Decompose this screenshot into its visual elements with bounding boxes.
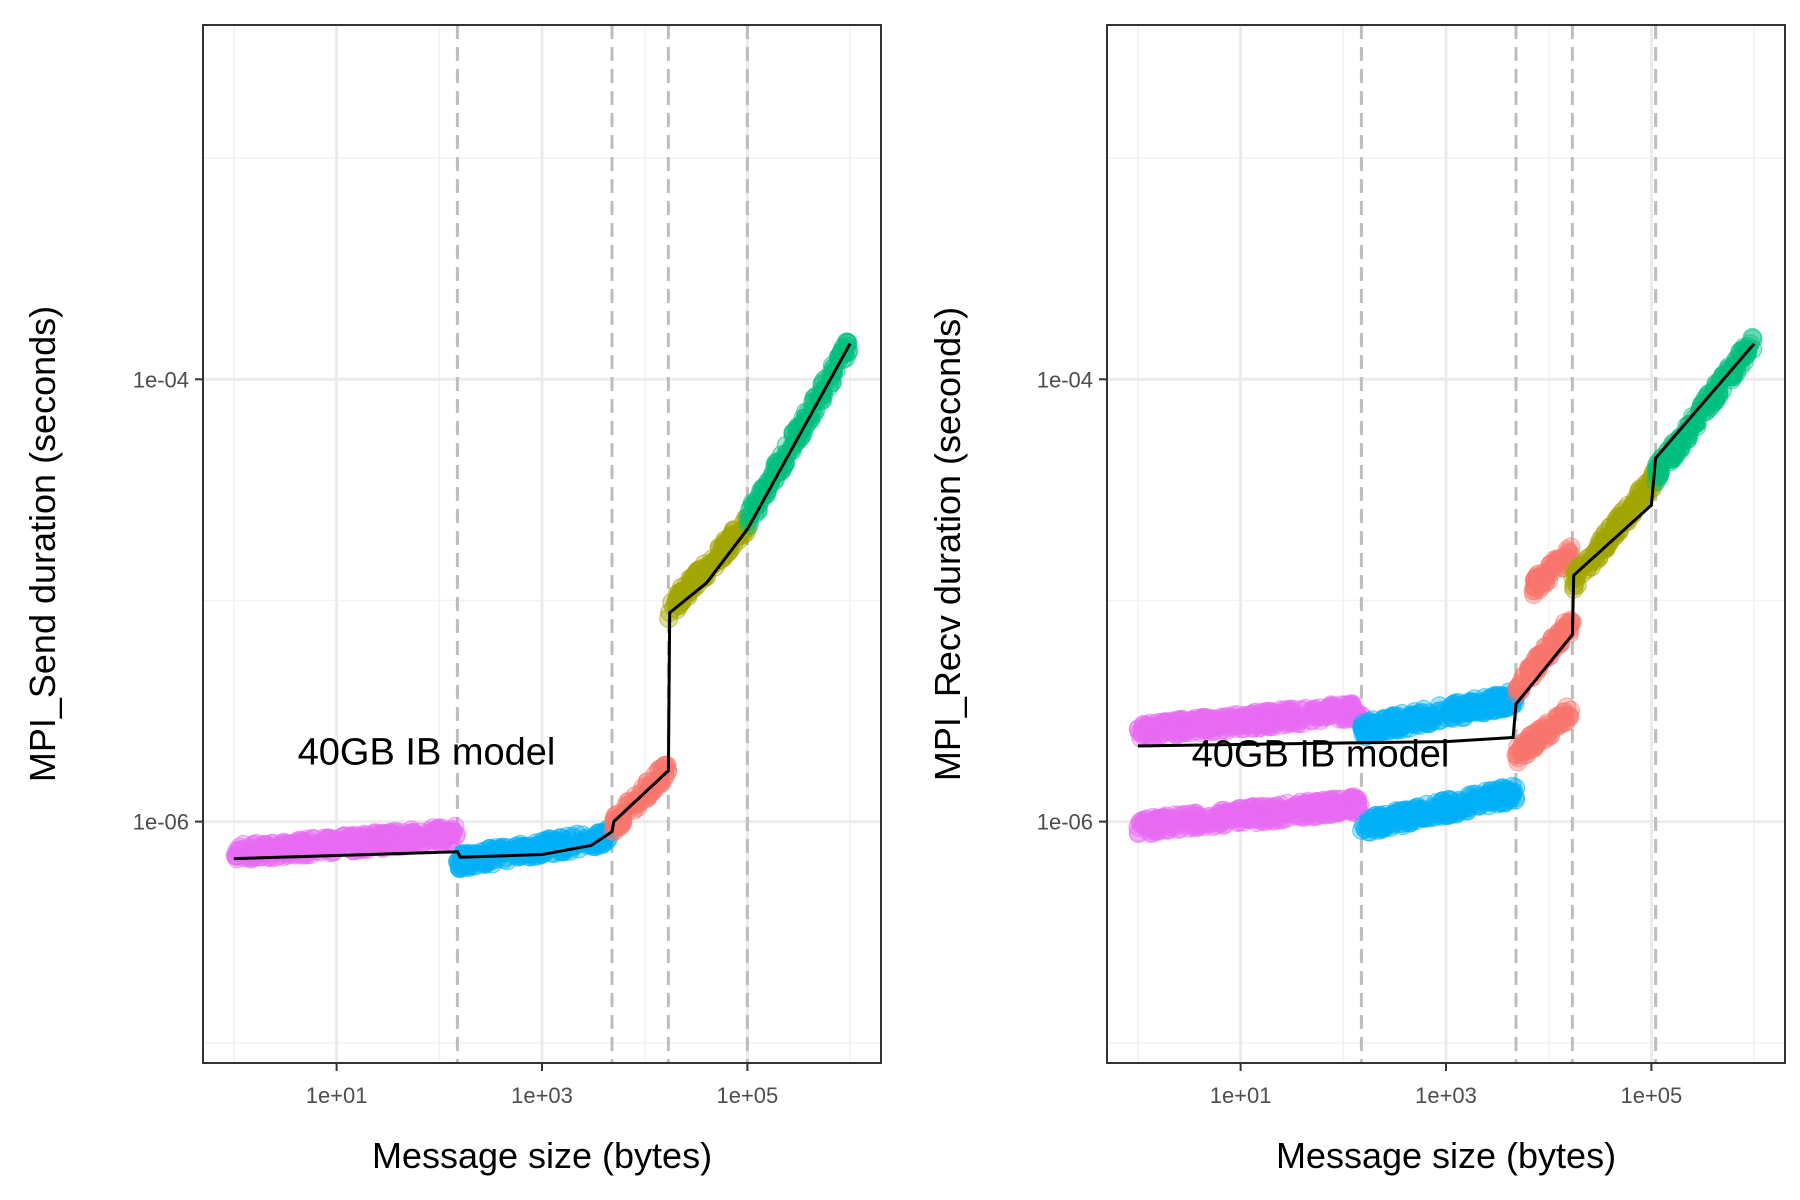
x-tick-label: 1e+05 (716, 1083, 778, 1108)
y-axis-title: MPI_Recv duration (seconds) (927, 307, 968, 781)
data-point (1270, 810, 1291, 830)
data-point (1366, 715, 1387, 735)
data-point (1233, 803, 1253, 823)
data-point (475, 851, 495, 871)
data-point (1473, 702, 1494, 723)
data-point (1532, 573, 1552, 593)
data-point (322, 837, 342, 857)
x-axis-title: Message size (bytes) (372, 1135, 712, 1176)
y-axis-title: MPI_Send duration (seconds) (22, 306, 63, 782)
y-tick-label: 1e-06 (1037, 810, 1093, 835)
model-annotation: 40GB IB model (1192, 734, 1450, 776)
data-point (1406, 802, 1427, 822)
data-point (1359, 809, 1379, 829)
data-point (451, 849, 471, 869)
data-point (1144, 821, 1164, 841)
data-point (1516, 741, 1536, 761)
data-point (1413, 709, 1433, 730)
x-tick-label: 1e+03 (1415, 1083, 1477, 1108)
y-tick-label: 1e-06 (133, 810, 189, 835)
x-tick-label: 1e+03 (511, 1083, 573, 1108)
data-point (492, 837, 512, 857)
data-point (1302, 705, 1323, 725)
data-point (512, 836, 533, 857)
data-point (1530, 723, 1551, 743)
model-annotation: 40GB IB model (298, 731, 556, 773)
data-point (692, 559, 712, 579)
data-point (564, 836, 584, 856)
data-point (1557, 697, 1577, 717)
data-point (1444, 803, 1464, 823)
y-tick-label: 1e-04 (1037, 367, 1093, 392)
data-point (342, 827, 362, 847)
data-point (226, 846, 246, 866)
data-point (1498, 787, 1518, 807)
data-point (1140, 723, 1160, 743)
x-axis-ticks: 1e+01 1e+03 1e+05 (306, 1063, 778, 1108)
data-point (366, 831, 386, 851)
y-axis-ticks: 1e-06 1e-04 (133, 367, 203, 835)
x-tick-label: 1e+05 (1620, 1083, 1682, 1108)
data-point (655, 766, 675, 787)
x-axis-ticks: 1e+01 1e+03 1e+05 (1210, 1063, 1682, 1108)
data-point (1192, 813, 1213, 834)
data-point (420, 822, 440, 843)
data-point (1325, 789, 1345, 809)
data-point (1279, 701, 1299, 721)
y-axis-ticks: 1e-06 1e-04 (1037, 367, 1107, 835)
data-point (1252, 708, 1273, 728)
data-point (1476, 788, 1496, 809)
data-point (240, 837, 260, 857)
x-tick-label: 1e+01 (306, 1083, 368, 1108)
send-panel: 40GB IB model 1e+01 1e+03 1e+05 1e-06 1e-04… (22, 24, 882, 1176)
x-axis-title: Message size (bytes) (1276, 1135, 1616, 1176)
data-point (1670, 437, 1691, 457)
recv-panel: 40GB IB model 1e+01 1e+03 1e+05 1e-06 1e-04… (927, 24, 1786, 1176)
x-tick-label: 1e+01 (1210, 1083, 1272, 1108)
data-point (1171, 719, 1191, 739)
data-point (402, 829, 422, 849)
data-point (671, 577, 692, 597)
y-tick-label: 1e-04 (133, 367, 189, 392)
data-point (1342, 695, 1363, 716)
data-point (1216, 810, 1237, 830)
data-point (304, 837, 324, 858)
data-point (1342, 788, 1362, 808)
data-point (1742, 339, 1763, 359)
